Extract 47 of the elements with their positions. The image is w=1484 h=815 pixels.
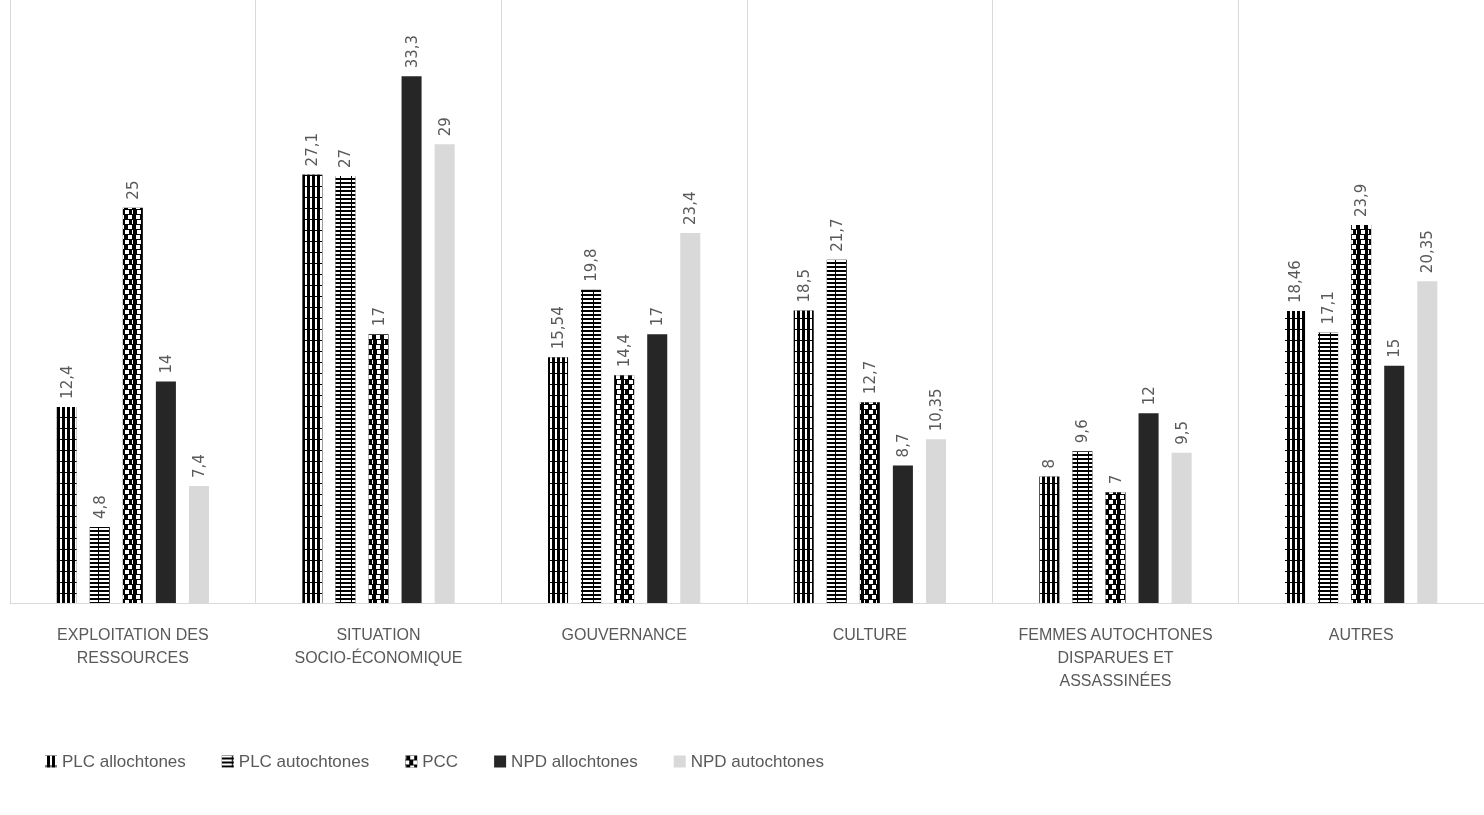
data-label: 29 bbox=[435, 117, 454, 137]
data-label: 9,6 bbox=[1073, 419, 1092, 444]
x-tick-label: SITUATION SOCIO-ÉCONOMIQUE bbox=[294, 626, 463, 666]
bar bbox=[1138, 413, 1159, 603]
x-tick-label: CULTURE bbox=[832, 626, 908, 643]
data-label: 9,5 bbox=[1172, 420, 1191, 445]
legend-label: NPD autochtones bbox=[690, 752, 824, 771]
data-label: 17,1 bbox=[1319, 291, 1338, 325]
data-label: 27 bbox=[336, 148, 355, 168]
data-label: 15,54 bbox=[549, 306, 568, 350]
data-label: 33,3 bbox=[402, 34, 421, 69]
data-label: 23,4 bbox=[681, 191, 700, 225]
data-label: 23,9 bbox=[1352, 183, 1371, 218]
data-label: 17 bbox=[648, 307, 667, 327]
legend-label: PCC bbox=[422, 752, 459, 771]
bar bbox=[401, 76, 422, 603]
data-label: 15 bbox=[1385, 338, 1404, 358]
data-label: 14 bbox=[156, 354, 175, 374]
legend-label: PLC allochtones bbox=[62, 752, 186, 771]
x-tick-label: FEMMES AUTOCHTONES DISPARUES ET ASSASSINÉES bbox=[1018, 626, 1213, 689]
data-label: 25 bbox=[123, 180, 142, 200]
bar bbox=[892, 465, 913, 603]
data-label: 27,1 bbox=[303, 133, 322, 167]
data-label: 12,7 bbox=[860, 360, 879, 395]
data-label: 7 bbox=[1106, 474, 1125, 485]
data-label: 18,5 bbox=[794, 269, 813, 303]
data-label: 4,8 bbox=[90, 495, 109, 520]
legend-label: NPD allochtones bbox=[511, 752, 638, 771]
data-label: 21,7 bbox=[827, 218, 846, 252]
data-label: 7,4 bbox=[189, 454, 208, 478]
data-label: 18,46 bbox=[1286, 260, 1305, 304]
bar bbox=[155, 381, 176, 603]
data-label: 8,7 bbox=[893, 433, 912, 458]
data-label: 20,35 bbox=[1418, 230, 1437, 274]
bar bbox=[1384, 365, 1405, 603]
data-label: 14,4 bbox=[615, 333, 634, 368]
data-label: 17 bbox=[369, 307, 388, 327]
data-label: 8 bbox=[1040, 458, 1059, 469]
bar bbox=[647, 334, 668, 603]
x-tick-label: EXPLOITATION DES RESSOURCES bbox=[57, 626, 209, 666]
x-tick-label: AUTRES bbox=[1328, 626, 1394, 643]
data-label: 12,4 bbox=[57, 365, 76, 399]
data-label: 12 bbox=[1139, 386, 1158, 406]
x-tick-label: GOUVERNANCE bbox=[561, 626, 687, 643]
data-label: 10,35 bbox=[926, 388, 945, 432]
data-label: 19,8 bbox=[582, 248, 601, 282]
legend-label: PLC autochtones bbox=[238, 752, 370, 771]
